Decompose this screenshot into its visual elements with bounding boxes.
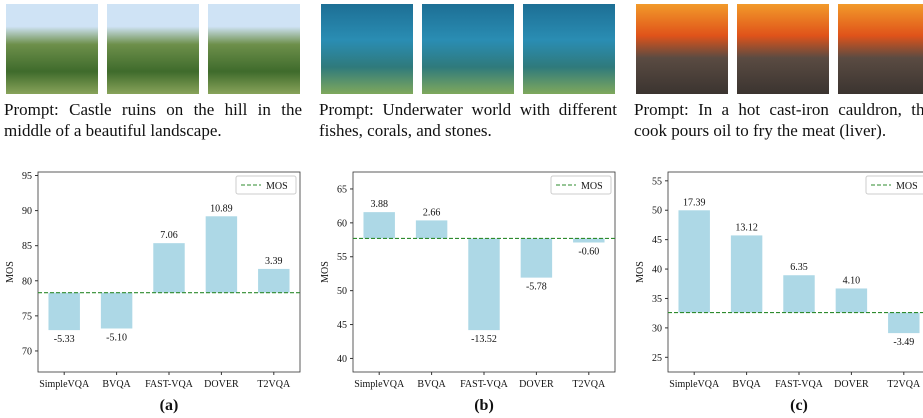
- x-tick-label: SimpleVQA: [39, 379, 90, 390]
- y-tick-label: 90: [22, 206, 32, 217]
- legend-box: [865, 175, 923, 195]
- video-frame: [636, 4, 728, 94]
- y-tick-label: 70: [22, 346, 32, 357]
- value-label: 4.10: [843, 275, 861, 286]
- bar: [205, 216, 238, 293]
- value-label: -5.10: [106, 332, 127, 343]
- y-axis-label: MOS: [5, 261, 16, 283]
- bar: [730, 235, 763, 313]
- y-tick-label: 40: [337, 354, 347, 365]
- chart: 70 75 80 85 90 95 MOS -5.33 SimpleVQA -5.10 BVQA 7.…: [5, 171, 301, 414]
- y-tick-label: 65: [337, 184, 347, 195]
- x-tick-label: DOVER: [204, 379, 239, 390]
- chart: 25 30 35 40 45 50 55 MOS 17.39 SimpleVQA 13.12 BVQA…: [635, 171, 923, 414]
- y-tick-label: 95: [22, 171, 32, 182]
- legend-box: [235, 175, 297, 195]
- bar: [415, 220, 448, 239]
- panel: Prompt: Underwater world with different …: [315, 0, 620, 418]
- x-tick-label: T2VQA: [572, 379, 606, 390]
- y-tick-label: 60: [337, 218, 347, 229]
- value-label: 13.12: [735, 222, 758, 233]
- y-tick-label: 40: [652, 265, 662, 276]
- legend-label: MOS: [896, 181, 918, 192]
- legend-label: MOS: [581, 181, 603, 192]
- y-tick-label: 80: [22, 276, 32, 287]
- bar: [783, 275, 815, 313]
- value-label: 3.88: [370, 199, 388, 210]
- value-label: -13.52: [471, 334, 497, 345]
- bar: [468, 238, 500, 331]
- video-frame: [321, 4, 413, 94]
- x-tick-label: BVQA: [417, 379, 446, 390]
- x-tick-label: FAST-VQA: [145, 379, 194, 390]
- bar: [520, 238, 553, 278]
- y-tick-label: 85: [22, 241, 32, 252]
- video-frame: [6, 4, 98, 94]
- bar: [678, 210, 710, 313]
- value-label: 6.35: [790, 262, 808, 273]
- bar: [363, 212, 395, 239]
- video-frame: [107, 4, 199, 94]
- video-frame: [422, 4, 514, 94]
- bar: [258, 268, 290, 293]
- chart: 40 45 50 55 60 65 MOS 3.88 SimpleVQA 2.66 BVQA -13.…: [320, 171, 616, 414]
- video-frame: [737, 4, 829, 94]
- panel-label: (c): [790, 397, 808, 414]
- value-label: -5.33: [54, 334, 75, 345]
- value-label: 3.39: [265, 256, 283, 267]
- x-tick-label: T2VQA: [257, 379, 291, 390]
- bar: [100, 292, 133, 329]
- bar: [573, 238, 605, 243]
- value-label: -3.49: [893, 337, 914, 348]
- value-label: 7.06: [160, 230, 178, 241]
- y-tick-label: 50: [337, 286, 347, 297]
- panel: Prompt: In a hot cast-iron cauldron, the…: [630, 0, 923, 418]
- y-tick-label: 30: [652, 323, 662, 334]
- x-tick-label: DOVER: [519, 379, 554, 390]
- y-axis-label: MOS: [320, 261, 331, 283]
- value-label: -0.60: [578, 247, 599, 258]
- panel-label: (a): [160, 397, 179, 414]
- y-tick-label: 45: [337, 320, 347, 331]
- bar: [888, 312, 920, 334]
- value-label: 10.89: [210, 203, 233, 214]
- bar: [835, 288, 868, 313]
- prompt: Prompt: Castle ruins on the hill in the …: [4, 100, 302, 140]
- legend-label: MOS: [266, 181, 288, 192]
- panel-label: (b): [474, 397, 494, 414]
- legend-box: [550, 175, 612, 195]
- x-tick-label: T2VQA: [887, 379, 921, 390]
- x-tick-label: SimpleVQA: [669, 379, 720, 390]
- x-tick-label: DOVER: [834, 379, 869, 390]
- value-label: 2.66: [423, 207, 441, 218]
- x-tick-label: BVQA: [102, 379, 131, 390]
- prompt: Prompt: Underwater world with different …: [319, 100, 617, 140]
- video-frame: [838, 4, 923, 94]
- value-label: 17.39: [683, 197, 706, 208]
- x-tick-label: BVQA: [732, 379, 761, 390]
- x-tick-label: SimpleVQA: [354, 379, 405, 390]
- y-tick-label: 50: [652, 206, 662, 217]
- y-axis-label: MOS: [635, 261, 646, 283]
- value-label: -5.78: [526, 282, 547, 293]
- y-tick-label: 55: [652, 176, 662, 187]
- bar: [153, 243, 185, 293]
- y-tick-label: 45: [652, 235, 662, 246]
- y-tick-label: 35: [652, 294, 662, 305]
- y-tick-label: 25: [652, 353, 662, 364]
- x-tick-label: FAST-VQA: [775, 379, 824, 390]
- y-tick-label: 75: [22, 311, 32, 322]
- video-frame: [208, 4, 300, 94]
- bar: [48, 292, 80, 331]
- y-tick-label: 55: [337, 252, 347, 263]
- panel: Prompt: Castle ruins on the hill in the …: [0, 0, 305, 418]
- x-tick-label: FAST-VQA: [460, 379, 509, 390]
- prompt: Prompt: In a hot cast-iron cauldron, the…: [634, 100, 923, 140]
- video-frame: [523, 4, 615, 94]
